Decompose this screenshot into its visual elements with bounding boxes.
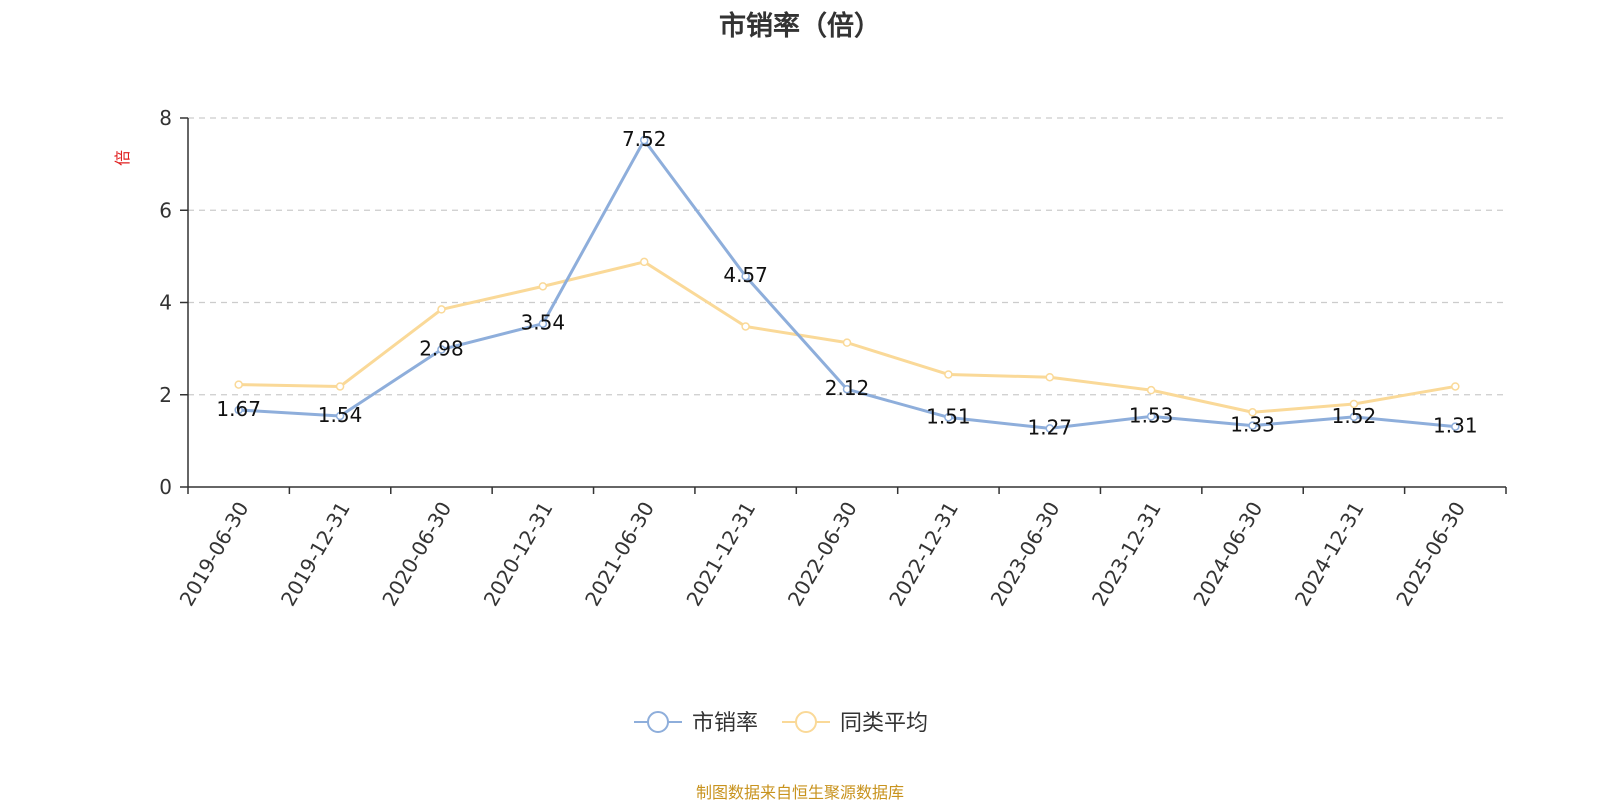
- data-point: [842, 384, 852, 394]
- data-point: [741, 271, 750, 281]
- data-point: [1349, 412, 1359, 422]
- data-point: [1146, 385, 1156, 395]
- y-tick-label: 6: [159, 198, 172, 222]
- x-tick-label: 2020-12-31: [479, 498, 558, 611]
- data-label: 1.52: [1332, 404, 1377, 428]
- data-point: [234, 380, 243, 389]
- legend-swatch-marker: [795, 711, 817, 733]
- data-label: 1.53: [1129, 403, 1174, 427]
- x-tick-label: 2023-12-31: [1087, 498, 1166, 611]
- data-point: [538, 282, 548, 291]
- y-tick-label: 0: [159, 475, 172, 499]
- y-tick-label: 8: [159, 106, 172, 130]
- data-point: [538, 319, 548, 328]
- y-tick-label: 2: [159, 383, 172, 407]
- axes: [187, 118, 1506, 488]
- x-tick-label: 2025-06-30: [1391, 498, 1470, 611]
- data-label: 1.54: [318, 403, 363, 427]
- data-point: [1045, 372, 1055, 382]
- data-label: 1.33: [1230, 413, 1275, 437]
- data-point: [639, 135, 649, 145]
- data-point: [335, 411, 345, 421]
- data-label: 2.98: [419, 337, 464, 361]
- data-point: [1451, 382, 1460, 391]
- data-source-note: 制图数据来自恒生聚源数据库: [695, 783, 904, 802]
- data-label: 3.54: [521, 311, 566, 335]
- data-label: 1.67: [216, 397, 261, 421]
- x-tick-label: 2024-12-31: [1290, 498, 1369, 611]
- legend-item[interactable]: 同类平均: [782, 711, 928, 736]
- y-tick-label: 4: [159, 291, 172, 315]
- x-tick-label: 2021-12-31: [681, 498, 760, 611]
- data-point: [335, 382, 345, 391]
- x-axis-ticks: 2019-06-30 2019-12-31 2020-06-30 2020-12-31…: [175, 487, 1507, 611]
- data-point: [1146, 412, 1156, 421]
- data-point: [437, 345, 446, 354]
- data-point: [1248, 408, 1257, 417]
- x-tick-label: 2022-12-31: [884, 498, 963, 611]
- y-axis-ticks: 0 2 4 6 8: [159, 106, 188, 499]
- x-tick-label: 2020-06-30: [377, 498, 456, 611]
- legend-label: 同类平均: [840, 711, 928, 736]
- data-point: [437, 305, 446, 314]
- series-lines: [234, 135, 1460, 433]
- data-point: [944, 370, 953, 379]
- x-tick-label: 2021-06-30: [580, 498, 659, 611]
- data-point: [234, 405, 243, 415]
- x-tick-label: 2023-06-30: [986, 498, 1065, 611]
- data-point: [639, 257, 649, 267]
- chart-title: 市销率（倍）: [719, 11, 881, 42]
- data-point: [944, 413, 953, 422]
- data-point: [741, 322, 750, 331]
- data-label: 1.31: [1433, 414, 1478, 438]
- legend-item[interactable]: 市销率: [634, 711, 758, 736]
- x-tick-label: 2019-12-31: [276, 498, 355, 611]
- data-label: 2.12: [825, 376, 870, 400]
- data-label: 4.57: [723, 263, 768, 287]
- data-point: [1349, 399, 1359, 409]
- x-tick-label: 2022-06-30: [783, 498, 862, 611]
- data-point: [1451, 422, 1460, 431]
- y-axis-label: 倍: [113, 150, 132, 166]
- data-labels: 1.67 1.54 2.98 3.54 7.52 4.57 2.12 1.51 1.27 1.53…: [216, 127, 1477, 439]
- legend-swatch-marker: [647, 711, 669, 733]
- data-label: 7.52: [622, 127, 667, 151]
- legend-label: 市销率: [692, 711, 758, 736]
- data-label: 1.51: [926, 404, 971, 428]
- x-tick-label: 2019-06-30: [175, 498, 254, 611]
- data-point: [842, 338, 852, 347]
- data-point: [1248, 421, 1257, 430]
- data-point: [1045, 424, 1055, 433]
- data-label: 1.27: [1028, 415, 1073, 439]
- legend[interactable]: 市销率 同类平均: [634, 711, 928, 736]
- x-tick-label: 2024-06-30: [1188, 498, 1267, 611]
